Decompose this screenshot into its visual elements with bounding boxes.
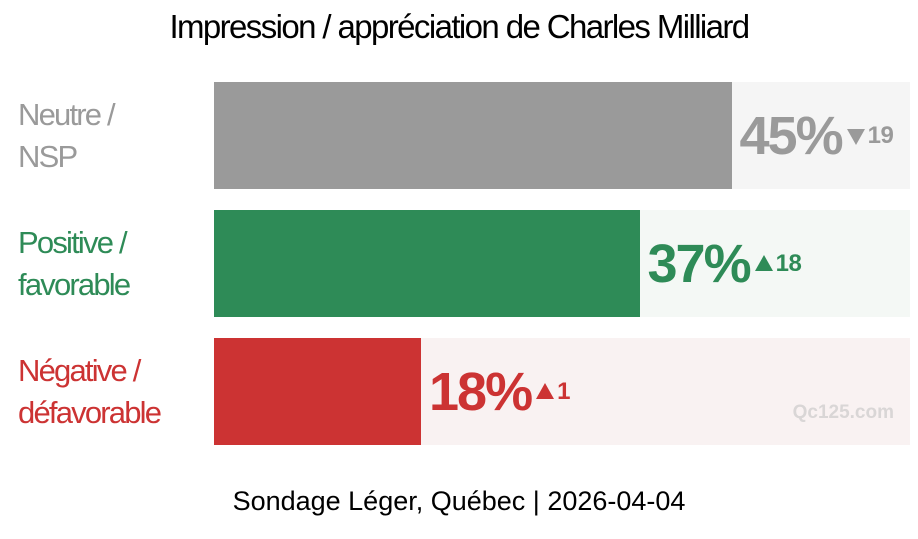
bar-row-negative: Négative / défavorable 18% 1 Qc125.com — [0, 338, 918, 445]
value-label-positive: 37% — [647, 233, 752, 294]
category-label-positive: Positive / favorable — [18, 222, 131, 306]
change-indicator-neutre: 19 — [846, 122, 894, 150]
bar-neutre — [214, 82, 732, 189]
bar-track-negative: 18% 1 Qc125.com — [214, 338, 910, 445]
bar-row-neutre: Neutre / NSP 45% 19 — [0, 82, 918, 189]
value-group-positive: 37% 18 — [648, 210, 802, 317]
category-label-negative: Négative / défavorable — [18, 350, 162, 434]
bar-track-positive: 37% 18 — [214, 210, 910, 317]
bar-track-neutre: 45% 19 — [214, 82, 910, 189]
category-label-line: Négative / — [18, 353, 141, 388]
value-label-negative: 18% — [429, 361, 533, 422]
value-group-negative: 18% 1 — [429, 338, 570, 445]
change-value-negative: 1 — [557, 377, 570, 405]
category-label-line: défavorable — [18, 395, 162, 430]
change-value-positive: 18 — [775, 249, 802, 277]
triangle-up-icon — [536, 382, 555, 399]
category-label-line: Positive / — [18, 225, 128, 260]
watermark: Qc125.com — [792, 402, 894, 423]
change-indicator-positive: 18 — [754, 250, 802, 278]
bar-negative — [214, 338, 421, 445]
triangle-down-icon — [846, 128, 865, 145]
chart-title: Impression / appréciation de Charles Mil… — [169, 8, 750, 45]
value-label-neutre: 45% — [739, 105, 844, 166]
triangle-up-icon — [754, 254, 773, 271]
bar-row-positive: Positive / favorable 37% 18 — [0, 210, 918, 317]
category-label-line: Neutre / — [18, 97, 116, 132]
category-label-line: NSP — [18, 139, 78, 174]
category-label-line: favorable — [18, 267, 131, 302]
change-indicator-negative: 1 — [535, 378, 570, 406]
value-group-neutre: 45% 19 — [740, 82, 894, 189]
change-value-neutre: 19 — [867, 121, 894, 149]
source-caption: Sondage Léger, Québec | 2026-04-04 — [232, 486, 686, 516]
category-label-neutre: Neutre / NSP — [18, 94, 116, 178]
bar-positive — [214, 210, 640, 317]
